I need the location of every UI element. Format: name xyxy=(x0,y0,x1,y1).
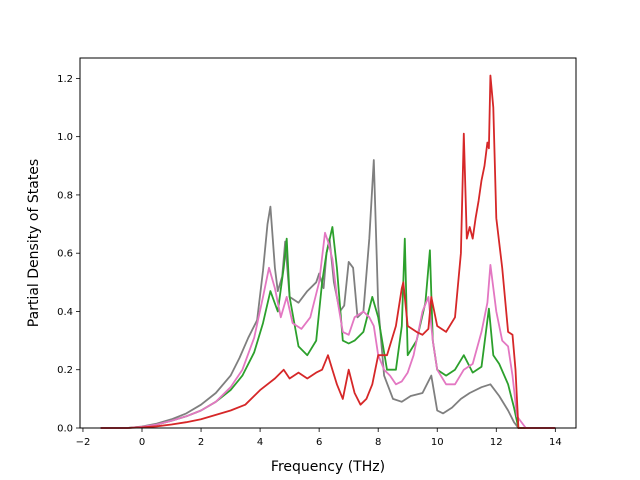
y-tick-label: 0.8 xyxy=(57,190,73,201)
y-tick-label: 1.0 xyxy=(57,132,73,143)
x-tick-label: 4 xyxy=(257,437,263,448)
x-tick-label: 2 xyxy=(198,437,204,448)
y-tick-label: 1.2 xyxy=(57,74,73,85)
x-tick-label: 8 xyxy=(375,437,381,448)
x-tick-label: 12 xyxy=(490,437,503,448)
x-axis: −2 0 2 4 6 8 10 12 14 xyxy=(76,428,562,448)
y-tick-label: 0.4 xyxy=(57,307,73,318)
x-axis-label: Frequency (THz) xyxy=(271,459,385,475)
y-axis: 0.0 0.2 0.4 0.6 0.8 1.0 1.2 xyxy=(57,74,80,435)
series-line-1 xyxy=(100,226,556,429)
series-layer xyxy=(100,74,556,429)
plot-frame xyxy=(79,57,577,429)
series-line-2 xyxy=(100,231,556,429)
x-tick-label: 10 xyxy=(431,437,444,448)
x-tick-label: 14 xyxy=(549,437,562,448)
series-line-3 xyxy=(100,74,556,429)
x-tick-label: −2 xyxy=(76,437,91,448)
x-tick-label: 0 xyxy=(139,437,145,448)
y-tick-label: 0.2 xyxy=(57,365,73,376)
plot-area xyxy=(79,57,577,429)
y-axis-label: Partial Density of States xyxy=(26,159,42,327)
y-tick-label: 0.0 xyxy=(57,424,73,435)
y-tick-label: 0.6 xyxy=(57,249,73,260)
x-tick-label: 6 xyxy=(316,437,322,448)
